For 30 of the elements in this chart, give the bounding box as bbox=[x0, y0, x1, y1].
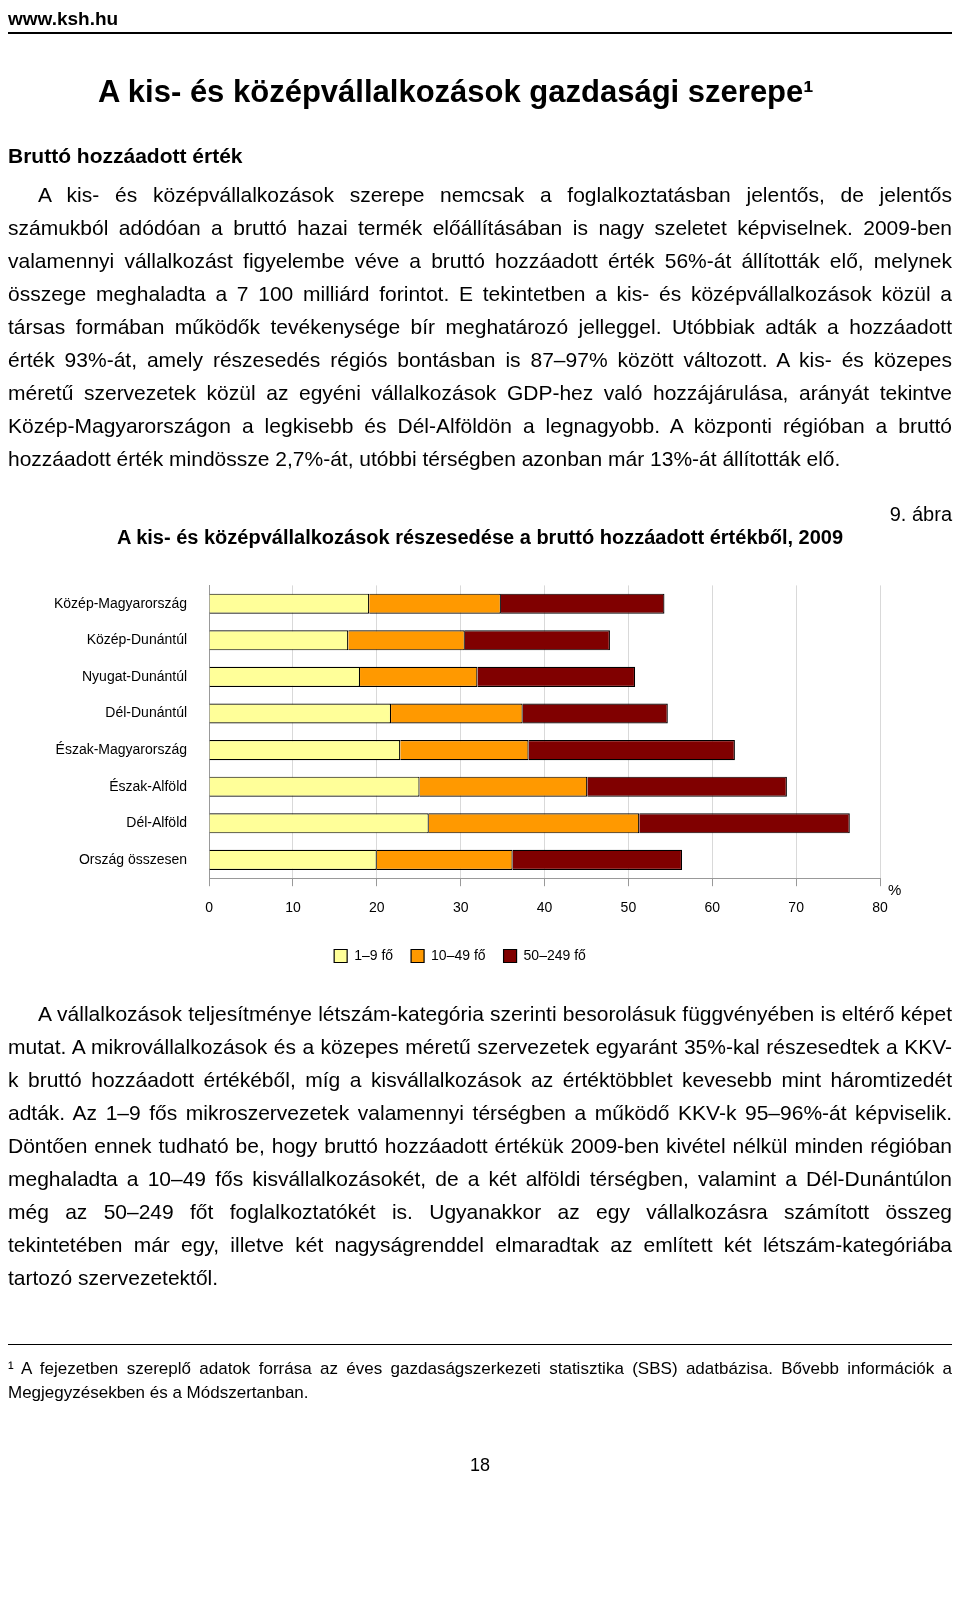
text: A kis- és középvállalkozások gazdasági szerepe¹ bbox=[98, 74, 815, 110]
x-tick-label: 40 bbox=[536, 899, 553, 916]
text: ¹ A fejezetben szereplő adatok forrása az éves gazdaságszerkezeti statisztika (SBS) adatbázisa. Bővebb információk a Megjegyzésekben és a Módszertanban. bbox=[8, 1344, 952, 1405]
x-tick-label: 60 bbox=[704, 899, 721, 916]
y-tick-label: Észak-Alföld bbox=[109, 777, 188, 794]
text: A kis- és középvállalkozások szerepe nemcsak a foglalkoztatásban jelentős, de jelentős számukból adódóan a bruttó hazai termék előállításában is nagy szeletet képviselnek. 2009-ben valamennyi vállalkozást figyelembe véve a bruttó hozzáadott érték 56%-át állították elő, melynek összege meghaladta a 7 100 milliárd forintot. E tekintetben a kis- és középvállalkozások közül a társas formában működők tevékenysége bír meghatározó jelleggel. Utóbbiak adták a hozzáadott érték 93%-át, amely részesedés régiós bontásban is 87–97% között változott. A kis- és közepes méretű szervezetek közül az egyéni vállalkozások GDP-hez való hozzájárulása, arányát tekintve Közép-Magyarországon a legkisebb és Dél-Alföldön a legnagyobb. A központi régióban a bruttó hozzáadott érték mindössze 2,7%-át, utóbbi térségben azonban már 13%-át állították elő. bbox=[8, 183, 952, 470]
x-tick-label: 0 bbox=[205, 899, 214, 916]
legend-label: 10–49 fő bbox=[431, 946, 486, 963]
text: 9. ábra bbox=[888, 503, 952, 526]
y-tick-label: Dél-Alföld bbox=[126, 814, 188, 831]
y-tick-label: Közép-Magyarország bbox=[54, 594, 188, 611]
y-tick-label: Közép-Dunántúl bbox=[86, 631, 188, 648]
legend-label: 50–249 fő bbox=[523, 946, 587, 963]
legend-label: 1–9 fő bbox=[354, 946, 394, 963]
y-tick-label: Ország összesen bbox=[78, 850, 188, 867]
text: www.ksh.hu bbox=[8, 8, 952, 34]
x-axis-title: % bbox=[888, 880, 902, 898]
x-tick-label: 70 bbox=[788, 899, 805, 916]
x-tick-label: 50 bbox=[620, 899, 637, 916]
y-tick-label: Nyugat-Dunántúl bbox=[82, 667, 188, 684]
x-tick-label: 20 bbox=[369, 899, 385, 916]
text: 18 bbox=[469, 1455, 491, 1476]
y-tick-label: Észak-Magyarország bbox=[55, 740, 188, 757]
chart-title: A kis- és középvállalkozások részesedése a bruttó hozzáadott értékből, 2009 bbox=[115, 526, 845, 549]
text: Bruttó hozzáadott érték bbox=[8, 144, 244, 168]
x-tick-label: 80 bbox=[872, 899, 888, 916]
text: A vállalkozások teljesítménye létszám-kategória szerinti besorolásuk függvényében is eltérő képet mutat. A mikrovállalkozások és a közepes méretű szervezetek egyaránt 35%-kal részesedtek a KKV-k bruttó hozzáadott értékéből, míg a kisvállalkozások az értéktöbblet kevesebb mint háromtizedét adták. Az 1–9 fős mikroszervezetek valamennyi térségben a működő KKV-k 95–96%-át képviselik. Döntően ennek tudható be, hogy bruttó hozzáadott értékük 2009-ben kivétel nélkül minden régióban meghaladta a 10–49 fős kisvállalkozásokét, de a két alföldi térségben, valamint a Dél-Dunántúlon még az 50–249 főt foglalkoztatókét is. Ugyanakkor az egy vállalkozásra számított összeg tekintetében már egy, illetve két nagyságrenddel elmaradtak az említett két létszám-kategóriába tartozó szervezetektől. bbox=[8, 1002, 952, 1289]
x-tick-label: 30 bbox=[452, 899, 469, 916]
x-tick-label: 10 bbox=[285, 899, 301, 916]
y-tick-label: Dél-Dunántúl bbox=[105, 704, 188, 721]
